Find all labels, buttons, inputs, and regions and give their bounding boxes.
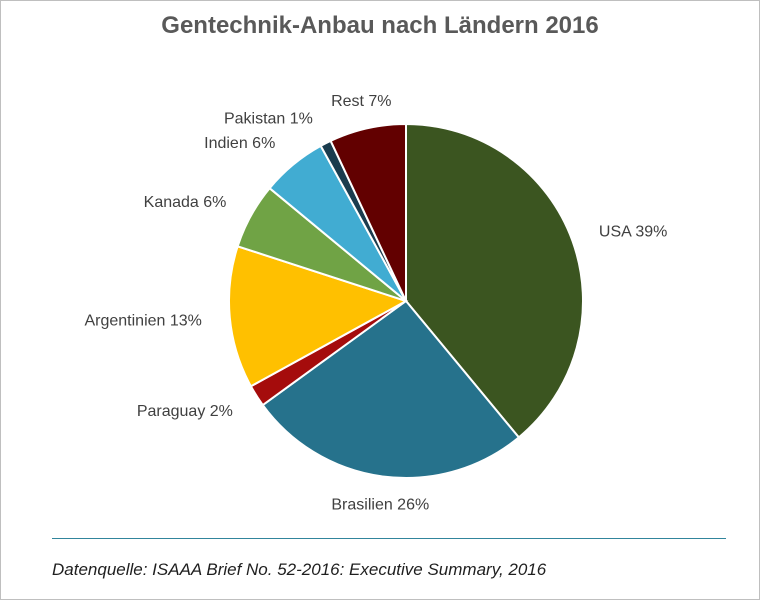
pie-slice-usa: [405, 122, 584, 439]
chart-title: Gentechnik-Anbau nach Ländern 2016: [161, 12, 599, 39]
data-source-note: Datenquelle: ISAAA Brief No. 52-2016: Ex…: [52, 560, 547, 579]
slice-label-pakistan: Pakistan 1%: [224, 110, 313, 127]
slice-label-rest: Rest 7%: [331, 93, 391, 110]
slice-label-indien: Indien 6%: [204, 135, 275, 152]
slice-label-brasilien: Brasilien 26%: [331, 496, 429, 513]
slice-label-argentinien: Argentinien 13%: [84, 312, 201, 329]
pie-slice-rest: [329, 122, 407, 302]
slice-label-kanada: Kanada 6%: [144, 194, 227, 211]
slice-label-usa: USA 39%: [599, 224, 667, 241]
pie-slice-argentinien: [228, 245, 409, 388]
pie-slice-brasilien: [261, 299, 521, 479]
slice-label-paraguay: Paraguay 2%: [137, 403, 233, 420]
footer-divider: [52, 538, 726, 539]
